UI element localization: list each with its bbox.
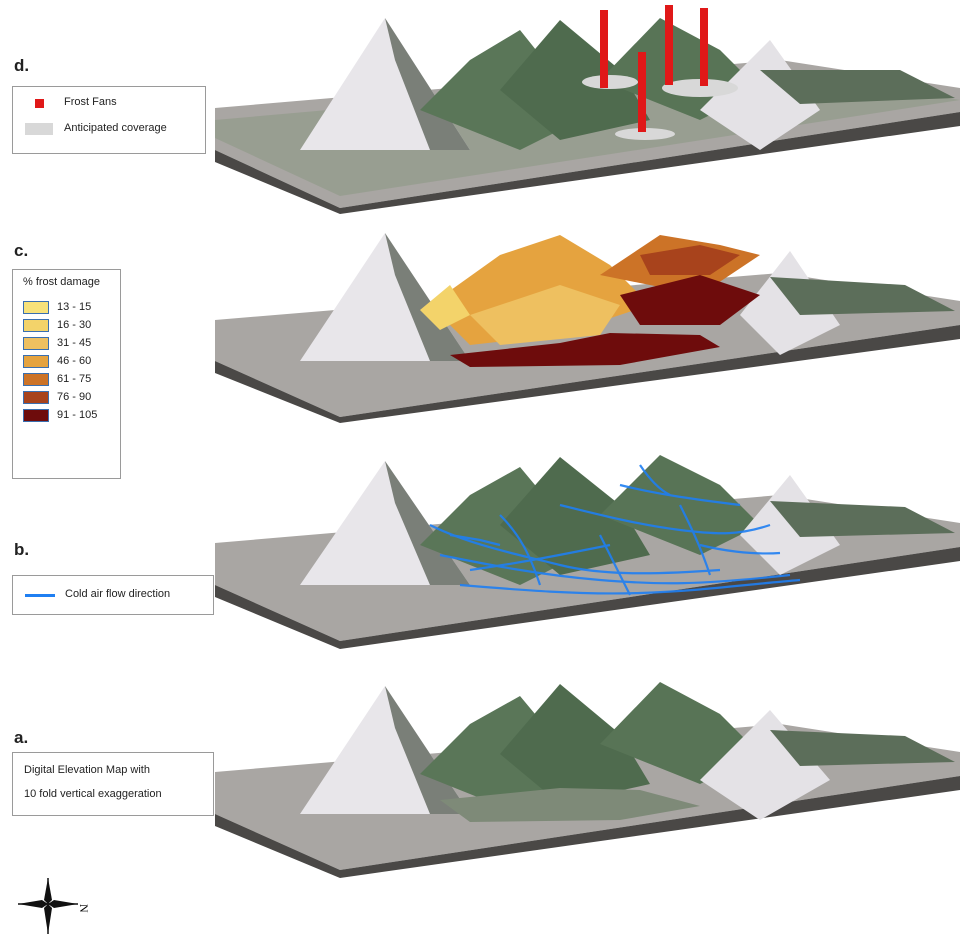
frost-damage-legend: % frost damage 13 - 15 16 - 30 31 - 45 4…	[12, 269, 121, 479]
panel-a-letter: a.	[14, 728, 29, 747]
panel-b: b. Co	[0, 445, 963, 670]
legend-row: 76 - 90	[23, 388, 97, 406]
legend-row: 91 - 105	[23, 406, 97, 424]
frost-fan-1	[600, 10, 608, 88]
frost-fan-3	[700, 8, 708, 86]
panel-c: c. % frost damage 13 - 15 16 - 30 31 - 4…	[0, 215, 963, 479]
frost-fans	[600, 5, 708, 132]
legend-swatch	[23, 390, 49, 404]
dem-legend-line2: 10 fold vertical exaggeration	[24, 788, 162, 800]
frost-damage-legend-title: % frost damage	[23, 276, 101, 288]
panel-c-letter: c.	[14, 241, 29, 260]
cold-air-flow-lines	[429, 464, 801, 596]
compass-north-label: N	[77, 904, 91, 913]
legend-row: 16 - 30	[23, 316, 97, 334]
frost-damage-classes: 13 - 15 16 - 30 31 - 45 46 - 60 61 - 75 …	[23, 298, 97, 424]
legend-row: 46 - 60	[23, 352, 97, 370]
legend-row: 13 - 15	[23, 298, 97, 316]
frost-fans-label: Frost Fans	[64, 96, 117, 108]
compass-rose: N	[18, 878, 91, 934]
terrain-map-b	[215, 455, 960, 649]
cold-air-flow-legend: Cold air flow direction	[12, 575, 214, 615]
dem-legend: Digital Elevation Map with 10 fold verti…	[12, 752, 214, 816]
legend-row: 61 - 75	[23, 370, 97, 388]
dem-legend-line1: Digital Elevation Map with	[24, 764, 150, 776]
legend-label: 31 - 45	[57, 337, 92, 349]
flow-line-swatch	[25, 594, 55, 597]
legend-label: 16 - 30	[57, 319, 92, 331]
frost-fan-2	[665, 5, 673, 85]
panel-d: d. Frost Fans Anticipated coverage	[0, 0, 963, 215]
frost-damage-overlay	[420, 235, 760, 367]
legend-label: 13 - 15	[57, 301, 92, 313]
coverage-swatch	[25, 123, 53, 135]
frost-fan-4	[638, 52, 646, 132]
terrain-mountains	[300, 18, 955, 150]
panel-a: a. Digital Elevation Map with 10 fold ve…	[0, 670, 963, 890]
terrain-map-d	[215, 5, 960, 214]
legend-swatch	[23, 300, 49, 314]
legend-label: 46 - 60	[57, 355, 92, 367]
panel-b-letter: b.	[14, 540, 30, 559]
terrain-map-c	[215, 233, 960, 423]
legend-swatch	[23, 408, 49, 422]
terrain-mountains	[300, 682, 955, 822]
legend-label: 91 - 105	[57, 409, 98, 421]
terrain-mountains	[300, 233, 955, 361]
terrain-map-a	[215, 682, 960, 878]
legend-label: 76 - 90	[57, 391, 92, 403]
frost-fan-swatch	[35, 99, 44, 108]
coverage-label: Anticipated coverage	[64, 122, 167, 134]
legend-swatch	[23, 336, 49, 350]
legend-row: 31 - 45	[23, 334, 97, 352]
frost-fans-legend: Frost Fans Anticipated coverage	[12, 86, 206, 154]
panel-d-letter: d.	[14, 56, 30, 75]
legend-swatch	[23, 318, 49, 332]
legend-swatch	[23, 354, 49, 368]
cold-air-flow-label: Cold air flow direction	[65, 588, 171, 600]
legend-label: 61 - 75	[57, 373, 92, 385]
legend-swatch	[23, 372, 49, 386]
